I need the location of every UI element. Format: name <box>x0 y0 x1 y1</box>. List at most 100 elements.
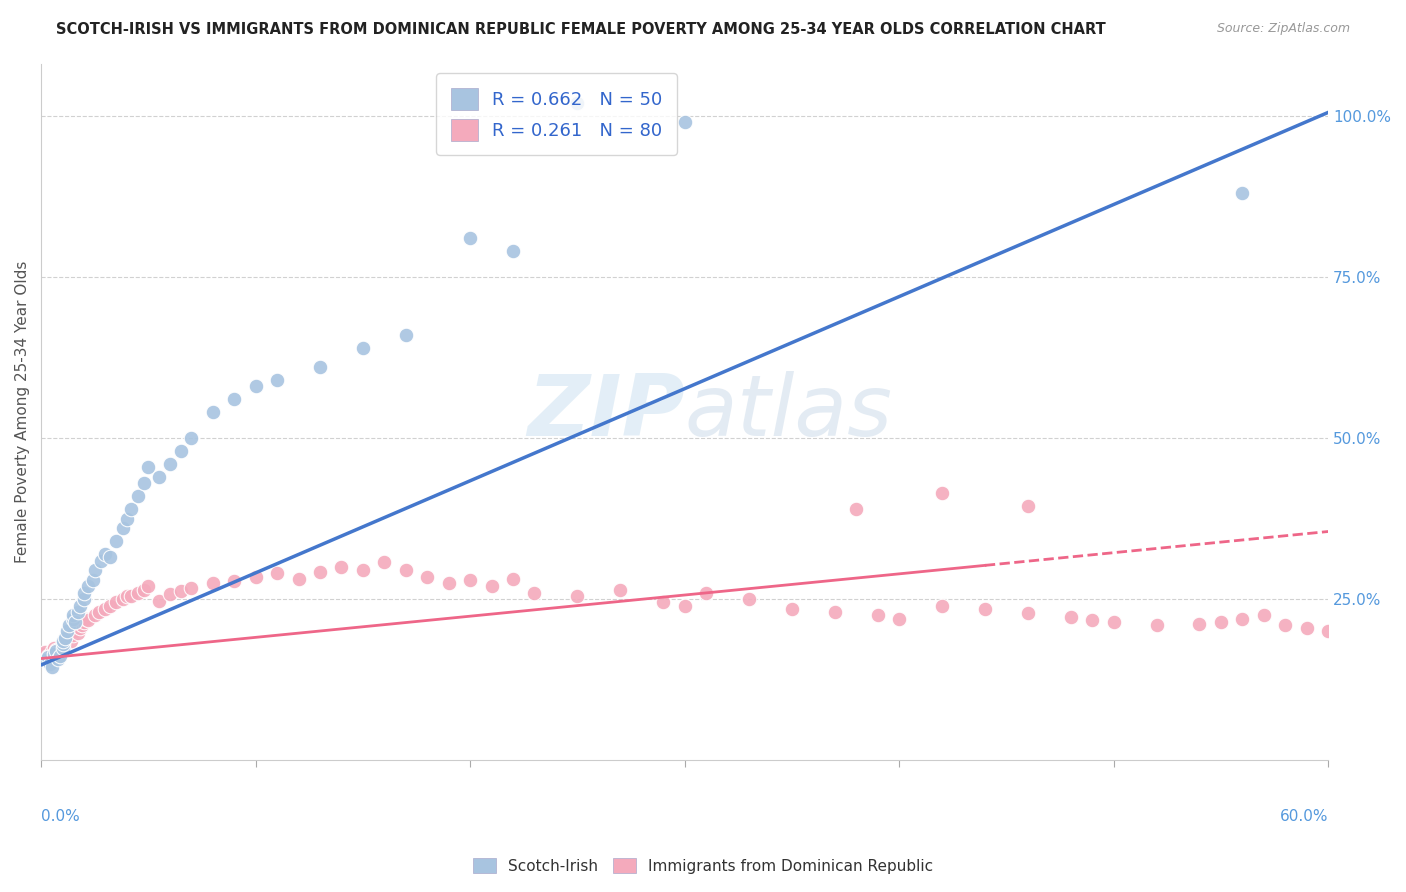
Point <box>65 624 87 639</box>
Point <box>34 653 56 667</box>
Point <box>105 534 128 549</box>
Legend: Scotch-Irish, Immigrants from Dominican Republic: Scotch-Irish, Immigrants from Dominican … <box>467 852 939 880</box>
Point <box>1209 615 1232 629</box>
Point <box>69 621 91 635</box>
Point <box>115 511 138 525</box>
Point <box>458 573 481 587</box>
Point <box>224 392 246 407</box>
Point <box>66 605 89 619</box>
Point <box>201 576 224 591</box>
Point <box>60 634 83 648</box>
Point <box>77 613 100 627</box>
Point <box>1081 613 1104 627</box>
Point <box>673 599 696 613</box>
Point <box>1146 618 1168 632</box>
Point <box>416 569 439 583</box>
Point <box>887 611 910 625</box>
Point <box>75 611 97 625</box>
Point <box>41 660 63 674</box>
Point <box>94 547 117 561</box>
Point <box>458 231 481 245</box>
Point <box>148 469 170 483</box>
Point <box>105 595 128 609</box>
Point <box>169 444 191 458</box>
Point <box>87 605 110 619</box>
Point <box>42 647 65 661</box>
Point <box>58 630 80 644</box>
Point <box>738 592 761 607</box>
Point <box>931 485 953 500</box>
Point <box>98 599 121 613</box>
Point <box>780 602 803 616</box>
Point <box>62 611 84 625</box>
Point <box>652 595 675 609</box>
Point <box>42 640 65 655</box>
Point <box>38 657 60 671</box>
Point <box>46 651 69 665</box>
Point <box>132 476 155 491</box>
Point <box>287 572 309 586</box>
Point <box>180 581 202 595</box>
Point <box>245 569 267 583</box>
Point <box>51 639 73 653</box>
Point <box>83 563 105 577</box>
Point <box>931 599 953 613</box>
Point <box>77 579 100 593</box>
Point <box>49 641 72 656</box>
Point <box>159 457 181 471</box>
Point <box>111 592 134 607</box>
Point <box>127 586 149 600</box>
Point <box>46 646 69 660</box>
Point <box>66 625 89 640</box>
Point <box>159 587 181 601</box>
Point <box>41 644 63 658</box>
Point <box>866 608 889 623</box>
Point <box>266 566 288 581</box>
Point <box>53 631 76 645</box>
Point <box>695 586 717 600</box>
Point <box>132 582 155 597</box>
Point <box>1102 615 1125 629</box>
Point <box>98 550 121 565</box>
Point <box>51 634 73 648</box>
Text: SCOTCH-IRISH VS IMMIGRANTS FROM DOMINICAN REPUBLIC FEMALE POVERTY AMONG 25-34 YE: SCOTCH-IRISH VS IMMIGRANTS FROM DOMINICA… <box>56 22 1107 37</box>
Point <box>373 555 395 569</box>
Point <box>1253 608 1275 623</box>
Point <box>180 431 202 445</box>
Text: atlas: atlas <box>685 371 893 454</box>
Point <box>437 576 460 591</box>
Point <box>1060 610 1083 624</box>
Point <box>224 574 246 589</box>
Text: 60.0%: 60.0% <box>1279 809 1329 824</box>
Point <box>51 640 73 655</box>
Point <box>1017 607 1039 621</box>
Point <box>502 244 524 258</box>
Point <box>53 636 76 650</box>
Point <box>148 593 170 607</box>
Point <box>502 572 524 586</box>
Point <box>82 573 104 587</box>
Point <box>69 599 91 613</box>
Text: 0.0%: 0.0% <box>41 809 80 824</box>
Point <box>62 608 84 623</box>
Point <box>56 624 79 639</box>
Point <box>62 628 84 642</box>
Legend: R = 0.662   N = 50, R = 0.261   N = 80: R = 0.662 N = 50, R = 0.261 N = 80 <box>436 73 676 155</box>
Point <box>1232 611 1254 625</box>
Point <box>309 565 332 579</box>
Point <box>127 489 149 503</box>
Point <box>974 602 997 616</box>
Point <box>120 502 142 516</box>
Point <box>673 115 696 129</box>
Point <box>1232 186 1254 200</box>
Point <box>138 579 160 593</box>
Point <box>65 615 87 629</box>
Point <box>38 651 60 665</box>
Point <box>1188 616 1211 631</box>
Point <box>70 618 93 632</box>
Point <box>395 563 418 577</box>
Point <box>352 341 374 355</box>
Point <box>73 586 96 600</box>
Point <box>111 521 134 535</box>
Point <box>90 553 112 567</box>
